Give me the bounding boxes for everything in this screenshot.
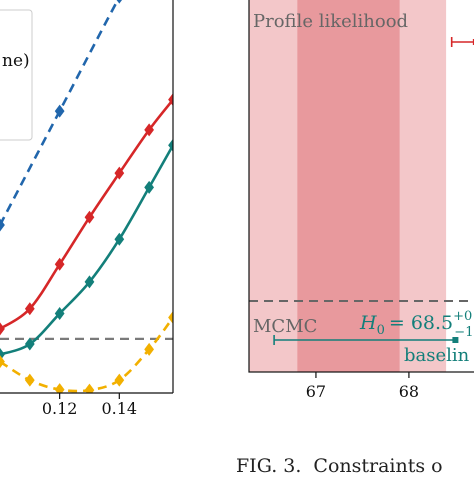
series-4-marker <box>54 383 65 393</box>
legend-box: ne) <box>0 9 33 141</box>
series-2-marker <box>168 93 173 107</box>
mcmc-label: MCMC <box>253 316 317 337</box>
point-marker <box>452 337 459 343</box>
series-1-marker <box>116 0 123 4</box>
series-2-marker <box>24 302 35 316</box>
series-2-marker <box>0 322 5 336</box>
series-2-marker <box>84 210 95 224</box>
series-3-marker <box>24 337 35 351</box>
x-tick-label: 0.12 <box>42 399 78 418</box>
h0-annotation: H0 = 68.5+0 −1 <box>359 309 473 340</box>
right-axes-frame <box>248 0 474 373</box>
baseline-label: baselin <box>404 345 470 366</box>
series-3-marker <box>168 138 173 152</box>
series-group <box>0 0 173 393</box>
points-group <box>273 37 474 345</box>
series-2-marker <box>144 123 155 137</box>
series-3-marker <box>114 232 125 246</box>
series-4-marker <box>168 311 173 325</box>
series-3-marker <box>84 275 95 289</box>
series-3-marker <box>54 307 65 321</box>
inner-band <box>297 0 400 372</box>
x-axis-ticks: 0.12 0.14 <box>42 393 137 418</box>
profile-likelihood-label: Profile likelihood <box>253 11 408 32</box>
right-chart: Profile likelihood MCMC H0 = 68.5+0 −1 bas… <box>248 0 474 401</box>
x-axis-ticks: 67 68 <box>306 372 419 401</box>
series-4-marker <box>144 342 155 356</box>
series-3-marker <box>144 180 155 194</box>
x-tick-label: 0.14 <box>101 399 137 418</box>
series-2-marker <box>114 166 125 180</box>
series-4-marker <box>84 383 95 393</box>
series-1-marker <box>0 218 5 232</box>
series-2-marker <box>54 257 65 271</box>
left-chart: ne) 0.12 0.14 <box>0 0 174 418</box>
legend-entry-text: ne) <box>2 51 30 71</box>
series-4-marker <box>24 373 35 387</box>
series-4-marker <box>114 373 125 387</box>
x-tick-label: 67 <box>306 382 326 401</box>
series-1-line <box>0 0 120 226</box>
series-4-marker <box>0 355 5 369</box>
x-tick-label: 68 <box>399 382 419 401</box>
point-marker <box>472 39 474 45</box>
series-3-line <box>0 144 173 356</box>
figure-caption: FIG. 3. Constraints o <box>236 455 443 474</box>
series-1-marker <box>54 104 65 118</box>
